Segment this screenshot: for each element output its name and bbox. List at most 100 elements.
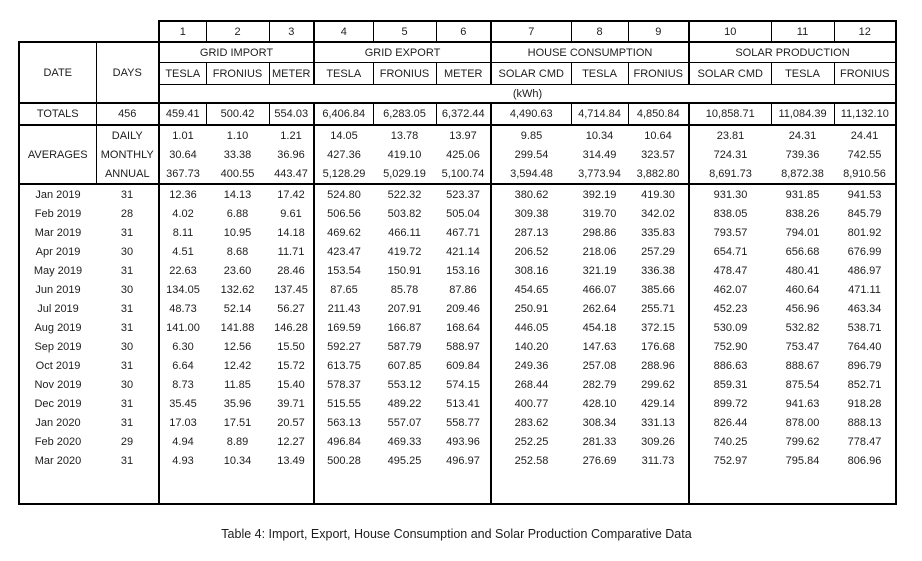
month-date: Oct 2019	[18, 356, 96, 375]
month-days: 31	[96, 261, 160, 280]
totals-value: 459.41	[158, 102, 207, 126]
averages-value: 3,594.48	[490, 164, 571, 185]
month-value: 752.97	[688, 451, 771, 470]
month-value: 39.71	[277, 397, 305, 410]
month-value: 132.62	[220, 283, 255, 296]
month-value: 495.25	[387, 454, 422, 467]
averages-value: 443.47	[269, 164, 314, 185]
averages-value: 10.64	[644, 129, 672, 142]
month-value: 400.77	[490, 394, 571, 413]
averages-period-label: DAILY	[96, 125, 160, 145]
month-date: Aug 2019	[18, 318, 96, 337]
averages-value: 33.38	[223, 148, 252, 161]
totals-value: 10,858.71	[688, 102, 772, 126]
month-value: 799.62	[785, 435, 820, 448]
month-days: 31	[96, 356, 160, 375]
month-value: 168.64	[446, 321, 480, 334]
column-number: 6	[435, 20, 492, 43]
month-value: 446.05	[490, 318, 571, 337]
averages-value: 9.85	[490, 125, 571, 145]
month-date: Mar 2020	[18, 451, 96, 470]
month-value: 793.57	[688, 223, 771, 242]
month-value: 331.13	[641, 416, 675, 429]
month-days: 30	[96, 375, 160, 394]
month-value: 463.34	[834, 299, 897, 318]
comparative-data-table: 1 2 3 4 5 6 7 8 9 10 11 12 DATE DAYS GRID IMPORT GRID E…	[18, 20, 897, 505]
month-value: 52.14	[223, 302, 252, 315]
averages-value: 724.31	[688, 145, 771, 164]
days-column-header: DAYS	[95, 41, 160, 104]
averages-value: 10.34	[585, 129, 614, 142]
month-value: 150.91	[387, 264, 422, 277]
month-value: 257.29	[641, 245, 675, 258]
month-value: 801.92	[834, 223, 897, 242]
month-value: 342.02	[641, 207, 675, 220]
month-value: 336.38	[641, 264, 675, 277]
month-date: Jul 2019	[18, 299, 96, 318]
sub-column-header: SOLAR CMD	[688, 62, 772, 85]
sub-column-header: TESLA	[570, 62, 629, 85]
month-value: 28.46	[277, 264, 305, 277]
month-date: Feb 2020	[18, 432, 96, 451]
month-value: 878.00	[785, 416, 820, 429]
month-value: 462.07	[688, 280, 771, 299]
month-row: May 2019 31 22.63 23.60 28.46 153.54 150.91 153…	[18, 261, 897, 280]
month-value: 496.97	[446, 454, 480, 467]
month-value: 309.26	[641, 435, 675, 448]
month-value: 166.87	[387, 321, 422, 334]
month-value: 845.79	[834, 204, 897, 223]
month-value: 563.13	[313, 413, 373, 432]
month-row: Apr 2019 30 4.51 8.68 11.71 423.47 419.72 421.1…	[18, 242, 897, 261]
month-value: 896.79	[834, 356, 897, 375]
sub-column-header: FRONIUS	[833, 62, 897, 85]
month-days: 30	[96, 280, 160, 299]
month-value: 496.84	[313, 432, 373, 451]
month-row: Feb 2019 28 4.02 6.88 9.61 506.56 503.82 505.04…	[18, 204, 897, 223]
month-value: 8.73	[172, 378, 194, 391]
month-value: 532.82	[785, 321, 820, 334]
averages-value: 1.21	[280, 129, 302, 142]
column-number: 4	[313, 20, 374, 43]
month-value: 478.47	[688, 261, 771, 280]
month-days: 28	[96, 204, 160, 223]
month-value: 252.25	[490, 432, 571, 451]
month-value: 206.52	[490, 242, 571, 261]
units-label: (kWh)	[159, 84, 897, 104]
month-value: 752.90	[688, 337, 771, 356]
month-value: 276.69	[582, 454, 617, 467]
month-value: 753.47	[785, 340, 820, 353]
averages-value: 36.96	[277, 148, 305, 161]
month-value: 255.71	[641, 302, 675, 315]
month-value: 87.86	[449, 283, 477, 296]
sub-column-header: METER	[268, 62, 315, 85]
empty-row	[18, 470, 897, 505]
month-value: 257.08	[582, 359, 617, 372]
month-value: 454.65	[490, 280, 571, 299]
month-value: 466.07	[582, 283, 617, 296]
month-value: 308.16	[490, 261, 571, 280]
month-value: 607.85	[387, 359, 422, 372]
month-value: 8.89	[226, 435, 249, 448]
month-value: 392.19	[582, 188, 617, 201]
averages-value: 367.73	[159, 164, 206, 185]
month-row: Jan 2019 31 12.36 14.13 17.42 524.80 522.32 523…	[18, 184, 897, 204]
totals-row: TOTALS 456 459.41 500.42 554.03 6,406.84 6,283…	[18, 102, 897, 126]
month-value: 656.68	[785, 245, 820, 258]
month-value: 153.54	[313, 261, 373, 280]
month-value: 298.86	[582, 226, 617, 239]
month-value: 6.64	[172, 359, 194, 372]
month-value: 806.96	[834, 451, 897, 470]
month-value: 454.18	[582, 321, 617, 334]
month-value: 385.66	[641, 283, 675, 296]
month-value: 11.85	[224, 378, 251, 391]
month-value: 469.33	[387, 435, 422, 448]
month-value: 6.30	[172, 340, 194, 353]
averages-value: 5,100.74	[436, 164, 491, 185]
month-value: 176.68	[641, 340, 675, 353]
averages-value: 3,773.94	[571, 164, 628, 185]
month-date: Sep 2019	[18, 337, 96, 356]
month-value: 419.72	[387, 245, 422, 258]
column-number: 2	[205, 20, 270, 43]
averages-value: 1.01	[172, 129, 194, 142]
